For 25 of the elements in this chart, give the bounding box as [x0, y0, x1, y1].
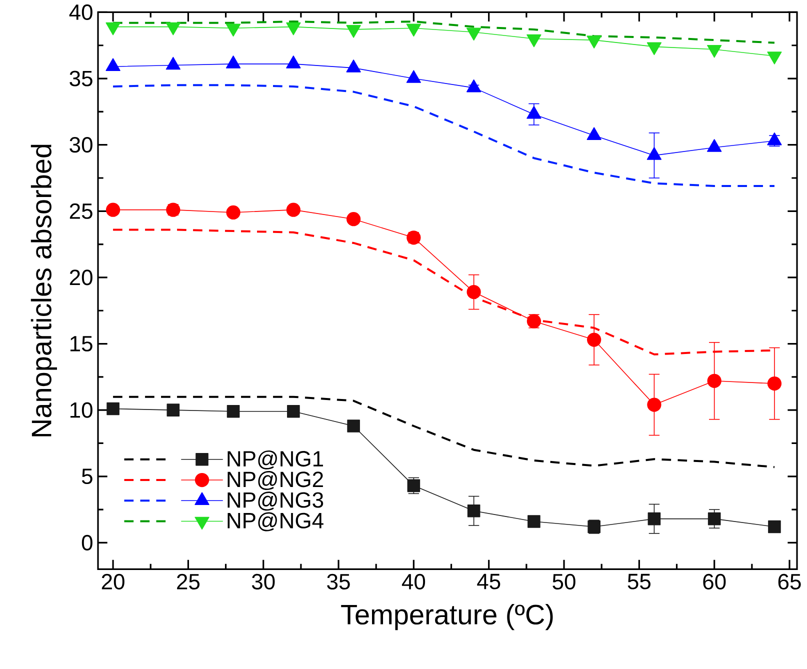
y-axis-title: Nanoparticles absorbed	[30, 144, 57, 436]
x-tick-label: 45	[477, 574, 500, 590]
x-tick-label: 30	[252, 574, 275, 590]
y-tick-label: 15	[70, 336, 92, 352]
x-tick-label: 60	[703, 574, 726, 590]
legend-label: NP@NG1	[228, 450, 323, 470]
y-tick-label: 5	[82, 468, 92, 484]
y-tick-label: 10	[70, 402, 92, 418]
x-axis-title: Temperature (ºC)	[341, 604, 553, 630]
x-tick-label: 65	[778, 574, 801, 590]
x-tick-label: 40	[402, 574, 426, 590]
x-tick-label: 25	[177, 574, 200, 590]
y-tick-label: 25	[70, 203, 92, 219]
legend-label: NP@NG4	[228, 512, 324, 532]
legend-label: NP@NG2	[228, 470, 323, 490]
x-tick-label: 55	[628, 574, 650, 590]
x-tick-label: 35	[327, 574, 350, 590]
y-tick-label: 20	[70, 270, 92, 286]
y-tick-label: 35	[70, 70, 92, 86]
x-tick-label: 50	[552, 574, 576, 590]
legend-label: NP@NG3	[228, 492, 324, 511]
y-tick-label: 0	[82, 534, 92, 550]
y-tick-label: 30	[70, 136, 92, 153]
x-tick-label: 20	[102, 574, 124, 590]
y-tick-label: 40	[69, 4, 92, 20]
